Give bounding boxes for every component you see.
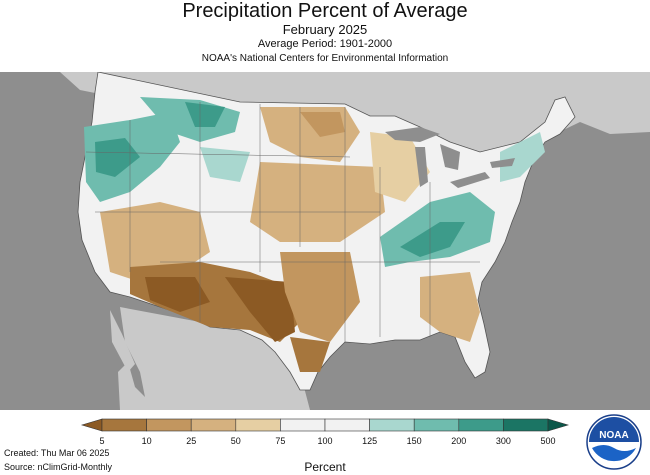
legend-tick-label: 200 bbox=[451, 436, 466, 446]
legend-swatch bbox=[190, 418, 237, 432]
patch-arizona-dry bbox=[145, 277, 210, 312]
lake-superior bbox=[385, 127, 440, 142]
legend-swatch bbox=[235, 418, 281, 432]
legend-ticks: 5 10 25 50 75 100 125 150 200 300 500 bbox=[99, 436, 555, 446]
average-period: Average Period: 1901-2000 bbox=[257, 38, 393, 50]
legend-bar bbox=[80, 418, 570, 432]
patch-wyoming bbox=[200, 147, 250, 182]
legend-swatch bbox=[146, 418, 192, 432]
legend-tick-label: 500 bbox=[540, 436, 555, 446]
state-boundaries bbox=[85, 102, 480, 342]
legend-tick-label: 100 bbox=[317, 436, 332, 446]
patch-southeast bbox=[420, 272, 480, 342]
patch-central-plains bbox=[250, 162, 385, 242]
noaa-logo-text: NOAA bbox=[599, 430, 628, 441]
legend-arrow-low bbox=[80, 418, 103, 432]
baja-california bbox=[110, 310, 135, 372]
legend-tick-label: 75 bbox=[275, 436, 285, 446]
legend-tick-label: 150 bbox=[407, 436, 422, 446]
legend-swatch bbox=[101, 418, 147, 432]
legend-swatch bbox=[458, 418, 504, 432]
map-month: February 2025 bbox=[282, 22, 368, 37]
precipitation-map bbox=[0, 72, 650, 410]
noaa-logo-water bbox=[592, 445, 636, 462]
lake-michigan bbox=[415, 147, 428, 187]
precip-patches bbox=[84, 97, 545, 372]
legend-tick-label: 125 bbox=[362, 436, 377, 446]
legend-tick-label: 25 bbox=[186, 436, 196, 446]
patch-west-texas-dry bbox=[225, 277, 295, 342]
lake-erie bbox=[450, 172, 490, 188]
legend-tick-label: 10 bbox=[142, 436, 152, 446]
mexico-landmass bbox=[118, 307, 310, 410]
map-title: Precipitation Percent of Average bbox=[182, 0, 468, 22]
patch-montana-wet bbox=[185, 102, 225, 127]
noaa-logo: NOAA bbox=[586, 414, 642, 470]
legend-tick-label: 5 bbox=[99, 436, 104, 446]
legend-swatch bbox=[324, 418, 370, 432]
legend-arrow-high bbox=[547, 418, 570, 432]
lake-huron bbox=[440, 144, 460, 170]
patch-upper-midwest bbox=[370, 132, 430, 202]
legend-swatch bbox=[280, 418, 326, 432]
patch-northeast bbox=[500, 132, 545, 182]
legend-swatch bbox=[369, 418, 415, 432]
created-date: Created: Thu Mar 06 2025 bbox=[4, 448, 110, 458]
noaa-logo-sky bbox=[589, 417, 639, 442]
legend-tick-label: 50 bbox=[231, 436, 241, 446]
patch-north-dakota bbox=[300, 112, 345, 137]
source-organization: NOAA's National Centers for Environmenta… bbox=[201, 53, 449, 64]
legend-swatch bbox=[503, 418, 549, 432]
legend-unit-label: Percent bbox=[304, 460, 346, 474]
patch-kentucky-wet bbox=[400, 222, 465, 257]
patch-south-texas bbox=[290, 337, 330, 372]
data-source: Source: nClimGrid-Monthly bbox=[4, 462, 113, 472]
color-legend: 5 10 25 50 75 100 125 150 200 300 500 bbox=[80, 418, 570, 446]
patch-southern-plains bbox=[280, 252, 360, 342]
lake-ontario bbox=[490, 158, 515, 168]
canada-landmass bbox=[60, 72, 650, 152]
legend-swatch bbox=[413, 418, 460, 432]
legend-tick-label: 300 bbox=[496, 436, 511, 446]
patch-oregon-wet bbox=[95, 138, 140, 177]
